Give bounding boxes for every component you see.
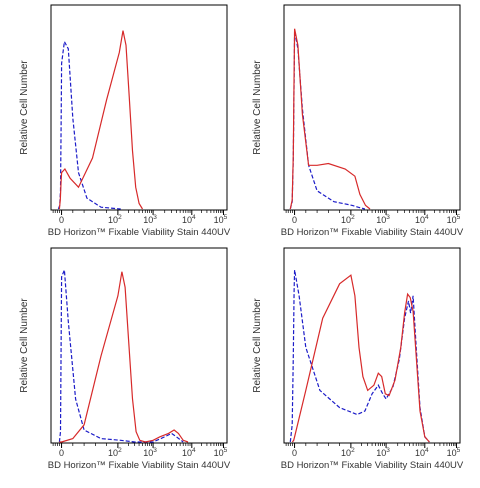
plot-frame bbox=[50, 4, 228, 211]
x-tick-label: 105 bbox=[214, 447, 228, 458]
x-tick-label: 104 bbox=[182, 214, 196, 225]
dashed-histogram-line bbox=[57, 39, 121, 210]
x-tick-label: 104 bbox=[415, 214, 429, 225]
x-axis-label: BD Horizon™ Fixable Viability Stain 440U… bbox=[48, 460, 231, 471]
solid-histogram-line bbox=[291, 274, 430, 443]
x-tick-label: 102 bbox=[341, 214, 355, 225]
x-tick-label: 105 bbox=[214, 214, 228, 225]
x-tick-label: 103 bbox=[143, 447, 157, 458]
dashed-histogram-line bbox=[58, 269, 184, 443]
solid-histogram-line bbox=[58, 30, 144, 210]
y-axis-label: Relative Cell Number bbox=[252, 60, 263, 155]
x-tick-label: 104 bbox=[415, 447, 429, 458]
y-axis-label: Relative Cell Number bbox=[19, 298, 30, 393]
dashed-histogram-line bbox=[289, 269, 430, 443]
plot-frame bbox=[283, 4, 461, 211]
x-tick-label: 104 bbox=[182, 447, 196, 458]
solid-histogram-line bbox=[59, 271, 189, 443]
x-tick-label: 0 bbox=[292, 448, 297, 458]
x-axis-label: BD Horizon™ Fixable Viability Stain 440U… bbox=[281, 227, 464, 238]
histogram-panel-bottom-left: 0 102 103 104 105 BD Horizon™ Fixable Viabili… bbox=[19, 247, 231, 471]
histogram-panel-bottom-right: 0 102 103 104 105 BD Horizon™ Fixable Viabili… bbox=[252, 247, 464, 471]
y-axis-label: Relative Cell Number bbox=[252, 298, 263, 393]
x-tick-label: 105 bbox=[447, 447, 461, 458]
x-tick-label: 0 bbox=[59, 215, 64, 225]
histogram-panel-top-right: 0 102 103 104 105 BD Horizon™ Fixable Viabili… bbox=[252, 4, 464, 238]
x-tick-label: 0 bbox=[292, 215, 297, 225]
x-tick-label: 105 bbox=[447, 214, 461, 225]
x-axis-label: BD Horizon™ Fixable Viability Stain 440U… bbox=[281, 460, 464, 471]
dashed-histogram-line bbox=[289, 30, 366, 210]
x-tick-label: 103 bbox=[376, 447, 390, 458]
plot-frame bbox=[283, 247, 461, 444]
y-axis-label: Relative Cell Number bbox=[19, 60, 30, 155]
x-axis-label: BD Horizon™ Fixable Viability Stain 440U… bbox=[48, 227, 231, 238]
x-tick-label: 102 bbox=[108, 447, 122, 458]
histogram-panel-top-left: 0 102 103 104 105 BD Horizon™ Fixable Viabili… bbox=[19, 4, 231, 238]
plot-frame bbox=[50, 247, 228, 444]
x-tick-label: 0 bbox=[59, 448, 64, 458]
x-tick-label: 103 bbox=[143, 214, 157, 225]
x-tick-label: 102 bbox=[341, 447, 355, 458]
solid-histogram-line bbox=[289, 28, 371, 210]
x-tick-label: 103 bbox=[376, 214, 390, 225]
x-tick-label: 102 bbox=[108, 214, 122, 225]
